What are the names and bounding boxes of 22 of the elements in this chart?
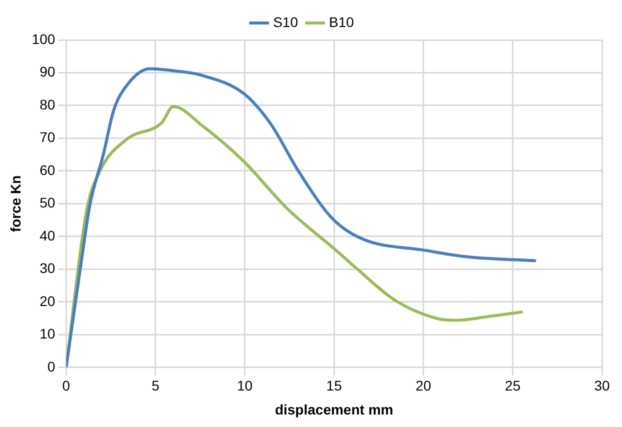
x-tick-label: 15 bbox=[326, 378, 342, 394]
x-axis-title: displacement mm bbox=[274, 401, 394, 418]
legend-label: B10 bbox=[329, 14, 354, 30]
y-tick-label: 70 bbox=[40, 129, 56, 146]
x-tick-label: 20 bbox=[416, 378, 432, 394]
y-tick-label: 90 bbox=[40, 64, 56, 80]
y-tick-label: 10 bbox=[40, 326, 56, 342]
y-tick-label: 50 bbox=[40, 194, 56, 211]
y-tick-label: 40 bbox=[40, 227, 56, 244]
y-tick-label: 20 bbox=[40, 292, 56, 309]
x-tick-label: 25 bbox=[504, 378, 521, 394]
x-tick-label: 30 bbox=[594, 378, 610, 394]
y-tick-label: 100 bbox=[32, 30, 56, 47]
x-tick-label: 5 bbox=[152, 378, 160, 394]
x-tick-label: 0 bbox=[62, 378, 70, 394]
y-tick-label: 60 bbox=[40, 162, 56, 178]
x-tick-label: 10 bbox=[236, 378, 253, 394]
y-tick-label: 30 bbox=[40, 260, 56, 276]
legend-label: S10 bbox=[273, 14, 298, 30]
y-axis-title: force Kn bbox=[7, 175, 24, 232]
y-tick-label: 80 bbox=[40, 96, 56, 112]
y-tick-label: 0 bbox=[47, 358, 56, 374]
